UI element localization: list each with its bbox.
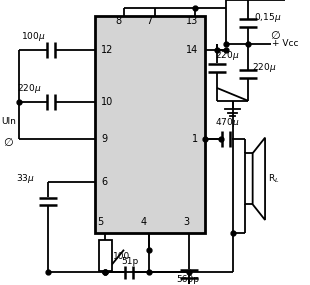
Text: 100: 100 <box>113 252 131 261</box>
Bar <box>99 240 112 271</box>
Text: 6: 6 <box>101 177 108 187</box>
Text: 4: 4 <box>141 217 147 227</box>
Text: 51p: 51p <box>121 256 138 266</box>
Polygon shape <box>253 138 265 220</box>
Text: 13: 13 <box>186 16 198 26</box>
Text: $\emptyset$: $\emptyset$ <box>3 136 14 148</box>
Text: 220$\mu$: 220$\mu$ <box>17 82 42 95</box>
Text: 560p: 560p <box>176 275 199 284</box>
Text: 33$\mu$: 33$\mu$ <box>16 172 35 185</box>
Text: 9: 9 <box>101 134 108 144</box>
Text: 220$\mu$: 220$\mu$ <box>215 49 240 62</box>
Bar <box>95 16 205 233</box>
Text: 3: 3 <box>183 217 189 227</box>
Text: 470$\mu$: 470$\mu$ <box>215 116 239 129</box>
Text: 7: 7 <box>146 16 153 26</box>
Text: R$_L$: R$_L$ <box>268 172 279 185</box>
Text: $\emptyset$: $\emptyset$ <box>270 29 281 42</box>
Text: 5: 5 <box>98 217 104 227</box>
Text: 8: 8 <box>116 16 122 26</box>
Text: 1: 1 <box>192 134 198 144</box>
Bar <box>245 153 253 204</box>
Text: 0,15$\mu$: 0,15$\mu$ <box>254 11 281 24</box>
Text: UIn: UIn <box>2 117 16 126</box>
Text: 220$\mu$: 220$\mu$ <box>252 61 276 74</box>
Text: 12: 12 <box>101 45 114 55</box>
Text: 10: 10 <box>101 97 114 107</box>
Text: + Vcc: + Vcc <box>272 40 299 48</box>
Text: 14: 14 <box>185 45 198 55</box>
Text: 100$\mu$: 100$\mu$ <box>21 30 46 42</box>
